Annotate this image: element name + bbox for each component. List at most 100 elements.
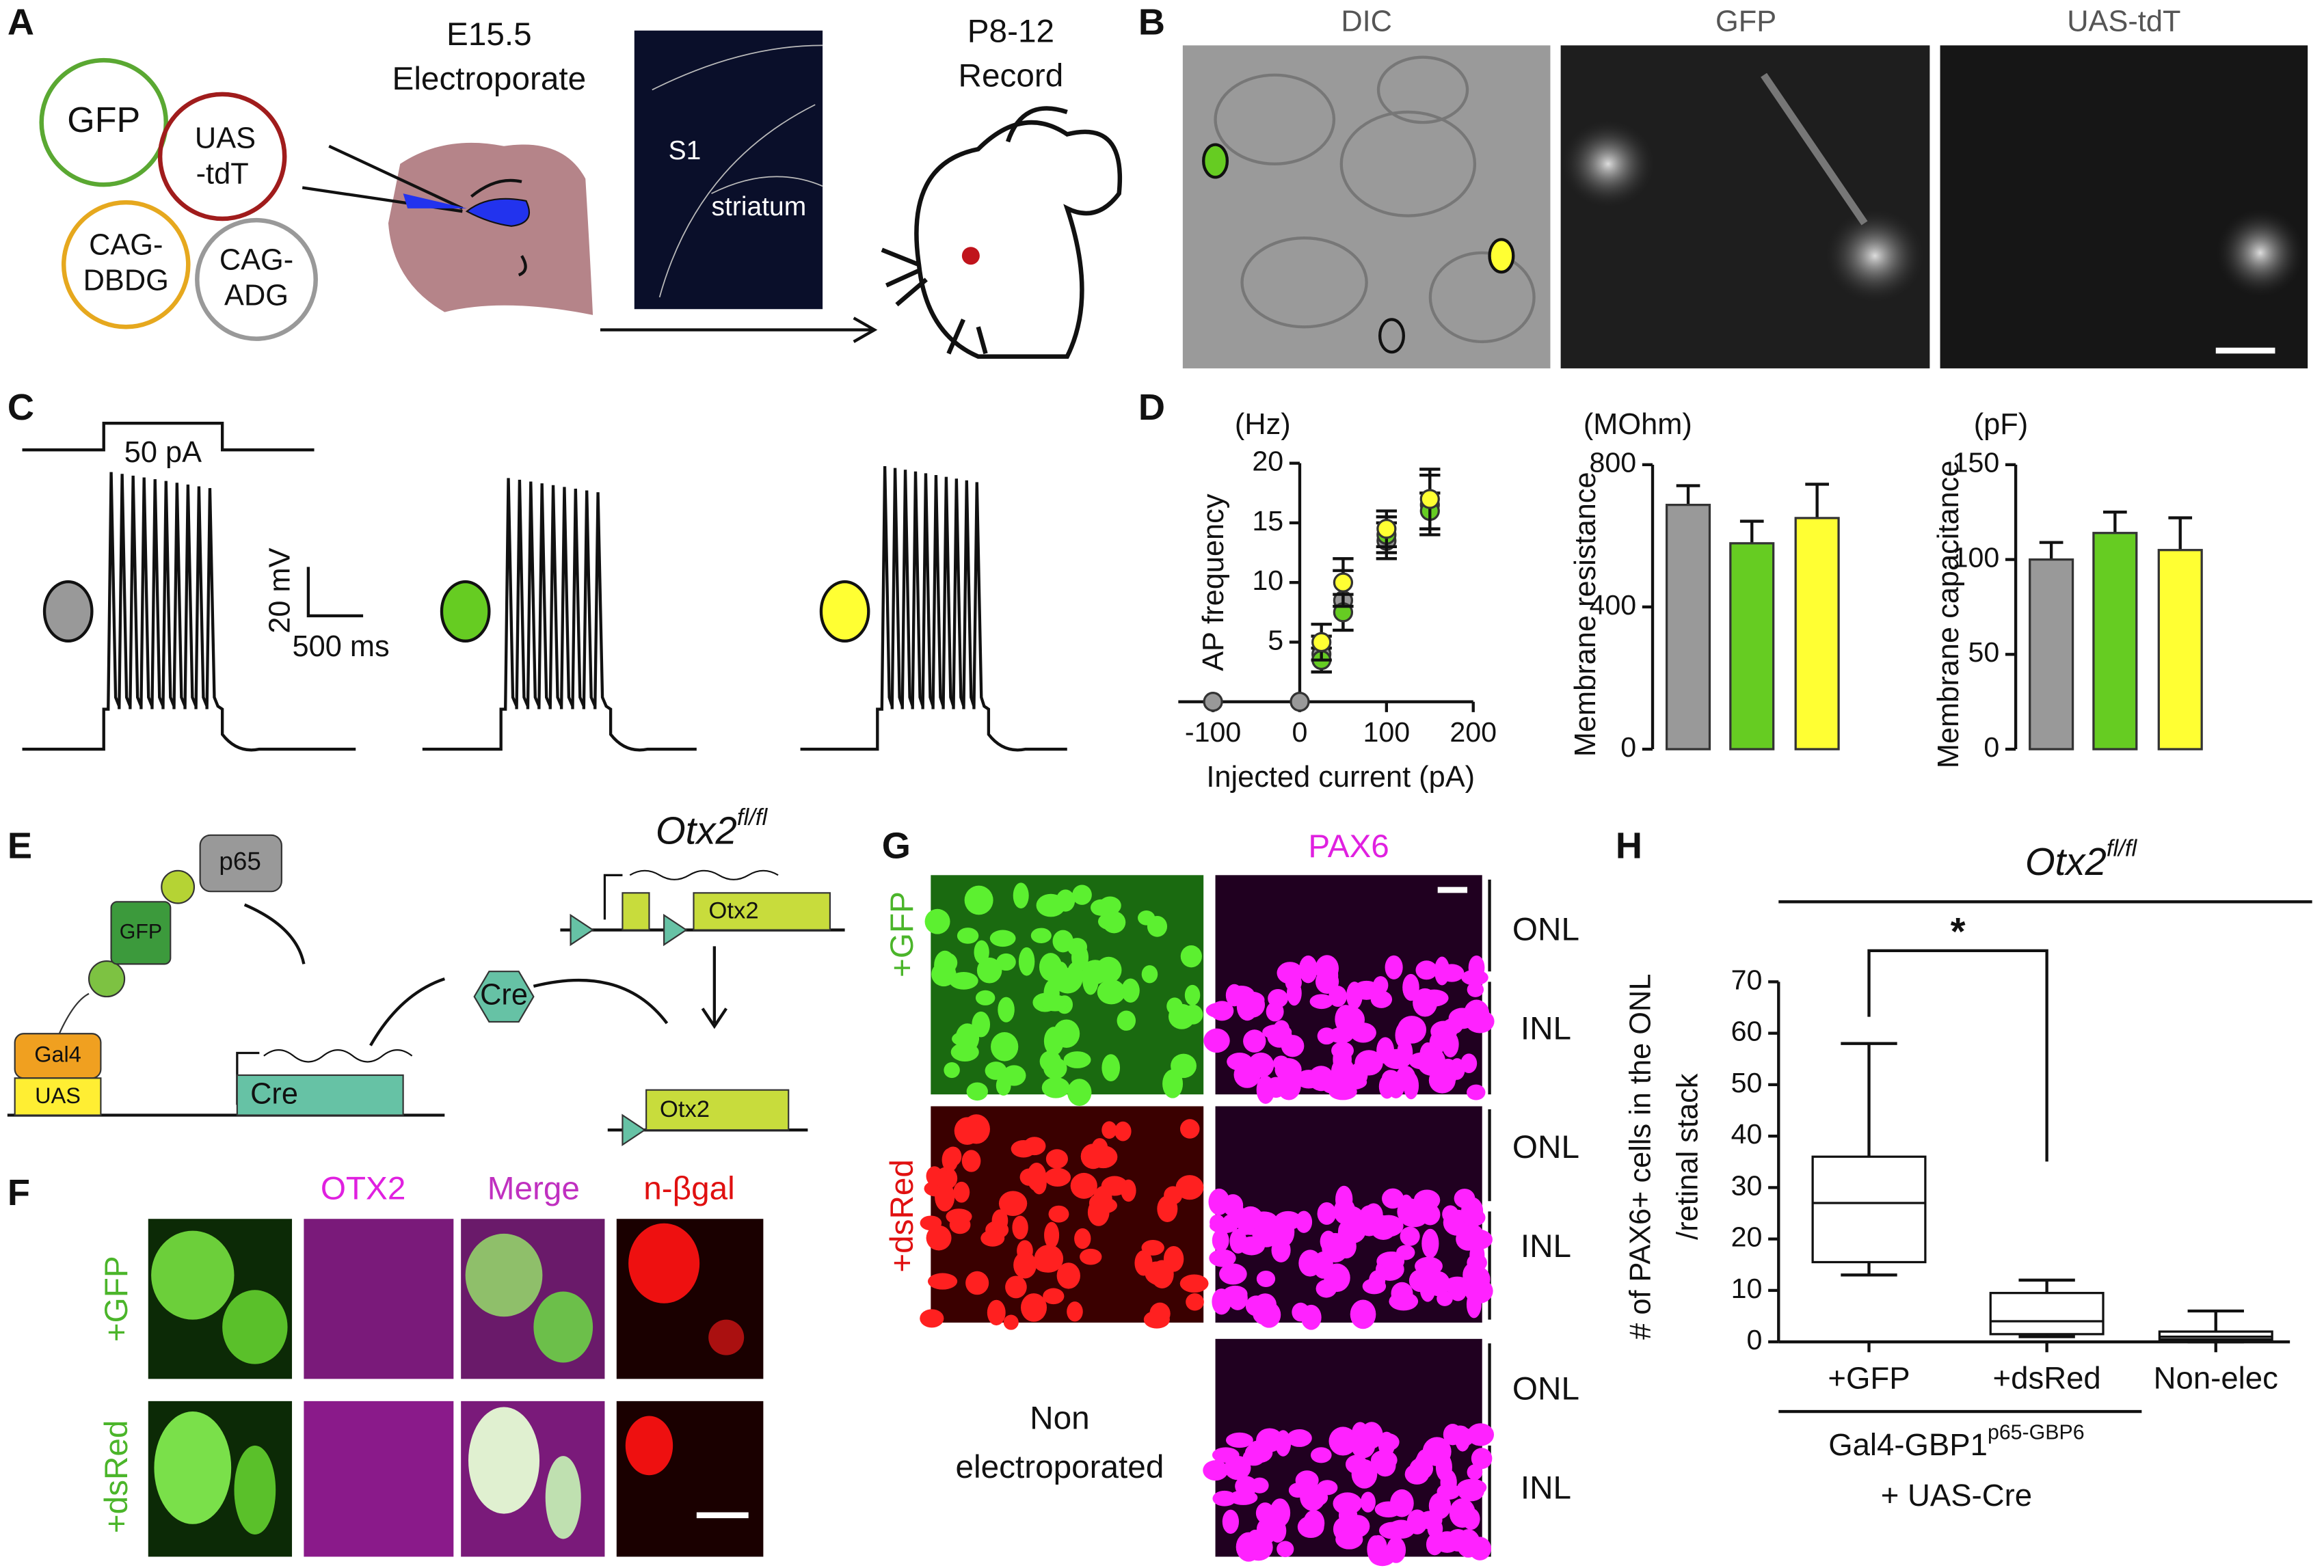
cell: [1377, 1433, 1400, 1451]
slice-label: S1: [669, 136, 702, 165]
title-sup: fl/fl: [2107, 836, 2138, 862]
cell: [966, 1082, 988, 1101]
cell: [1209, 1249, 1236, 1267]
gene-label: Gal4: [34, 1042, 81, 1066]
cell: [1053, 1019, 1080, 1048]
cell: [1434, 956, 1450, 986]
cell: [1067, 1301, 1083, 1322]
cell: [1317, 1202, 1337, 1225]
cell: [1310, 1447, 1332, 1463]
cell: [1466, 1290, 1482, 1319]
cell: [1454, 1189, 1475, 1208]
cell: [1203, 1460, 1229, 1481]
cell: [1417, 1511, 1443, 1530]
cell: [1063, 1051, 1091, 1068]
cell: [1400, 1226, 1420, 1246]
row-label: +dsRed: [98, 1420, 135, 1534]
cell: [1464, 1229, 1493, 1250]
cell: [1295, 1211, 1313, 1233]
cell: [1141, 965, 1158, 984]
cell: [1346, 982, 1363, 1010]
cell: [1335, 1529, 1363, 1550]
cell: [1097, 913, 1123, 930]
cell: [468, 1407, 540, 1514]
voltage-trace: [422, 478, 697, 752]
cell: [1368, 1545, 1396, 1567]
cell: [1002, 1065, 1026, 1086]
construct-circle: [195, 217, 318, 341]
cell: [998, 1191, 1028, 1217]
error-bar: [2168, 516, 2193, 550]
cell: [1349, 1062, 1368, 1087]
cell: [1277, 962, 1303, 984]
cell: [1360, 1491, 1376, 1513]
cell: [987, 1299, 1006, 1326]
error-bar: [2103, 511, 2127, 533]
cell: [1239, 991, 1265, 1008]
cell: [1359, 1205, 1380, 1224]
y-tick-label: 70: [1731, 964, 1763, 995]
data-point: [1376, 519, 1397, 539]
cell: [1336, 1234, 1357, 1259]
construct-label: UAS: [195, 122, 256, 155]
cell: [1351, 1459, 1378, 1489]
x-tick-label: 200: [1450, 716, 1497, 748]
cell: [1203, 1028, 1230, 1053]
cell: [1090, 1197, 1118, 1214]
cell: [953, 1181, 970, 1203]
cell: [1041, 1077, 1070, 1098]
cell: [1175, 1175, 1204, 1200]
dic-image: [1182, 45, 1551, 368]
bar: [2092, 532, 2138, 751]
cell: [1101, 1121, 1117, 1139]
layer-label: ONL: [1512, 911, 1579, 947]
y-tick-label: 20: [1252, 446, 1283, 477]
cell: [1157, 1195, 1178, 1223]
cell: [1256, 1270, 1276, 1288]
cell: [991, 1209, 1009, 1232]
cell: [1442, 1018, 1463, 1035]
cell: [1222, 1509, 1240, 1534]
otx2-exon: [645, 1089, 790, 1131]
cell: [1179, 1274, 1209, 1293]
cell: [1223, 1285, 1248, 1302]
otx2-image: [304, 1219, 454, 1379]
y-tick-label: 400: [1589, 589, 1636, 621]
cre-protein: [473, 971, 535, 1023]
y-axis-label: AP frequency: [1197, 494, 1230, 671]
exon: [622, 892, 650, 931]
ventricle: [465, 198, 530, 227]
cell: [1380, 1252, 1404, 1270]
cell: [1088, 1145, 1118, 1169]
cell: [1003, 1314, 1019, 1330]
cell: [1373, 976, 1389, 995]
cell: [1456, 1529, 1480, 1558]
cell: [1121, 978, 1140, 1003]
cell: [1034, 1256, 1061, 1273]
cell: [1067, 1079, 1092, 1106]
y-tick-label: 5: [1268, 624, 1283, 655]
cell: [1370, 990, 1393, 1008]
cell: [1467, 1254, 1487, 1272]
layer-label: INL: [1521, 1470, 1571, 1506]
cell: [1210, 1218, 1238, 1234]
cell: [957, 928, 979, 944]
panel-b: DIC GFP UAS-tdT: [1182, 5, 2308, 368]
cell: [934, 950, 956, 980]
cell: [976, 957, 1002, 984]
cell: [1179, 1119, 1200, 1139]
cell: [1074, 1228, 1091, 1249]
voltage-trace: [800, 465, 1067, 752]
whisker: [1841, 1262, 1897, 1277]
cell-marker: [42, 580, 94, 643]
dic-texture: [1214, 55, 1536, 344]
cell: [1019, 1168, 1039, 1186]
arrow-head: [853, 316, 878, 343]
cell: [980, 1230, 1005, 1247]
cell: [1350, 1299, 1376, 1329]
error-bar: [2039, 541, 2063, 560]
p65-box: [199, 834, 282, 893]
layer-label: INL: [1521, 1228, 1571, 1265]
scale-bar: [306, 567, 364, 618]
panel-label: D: [1138, 387, 1165, 428]
